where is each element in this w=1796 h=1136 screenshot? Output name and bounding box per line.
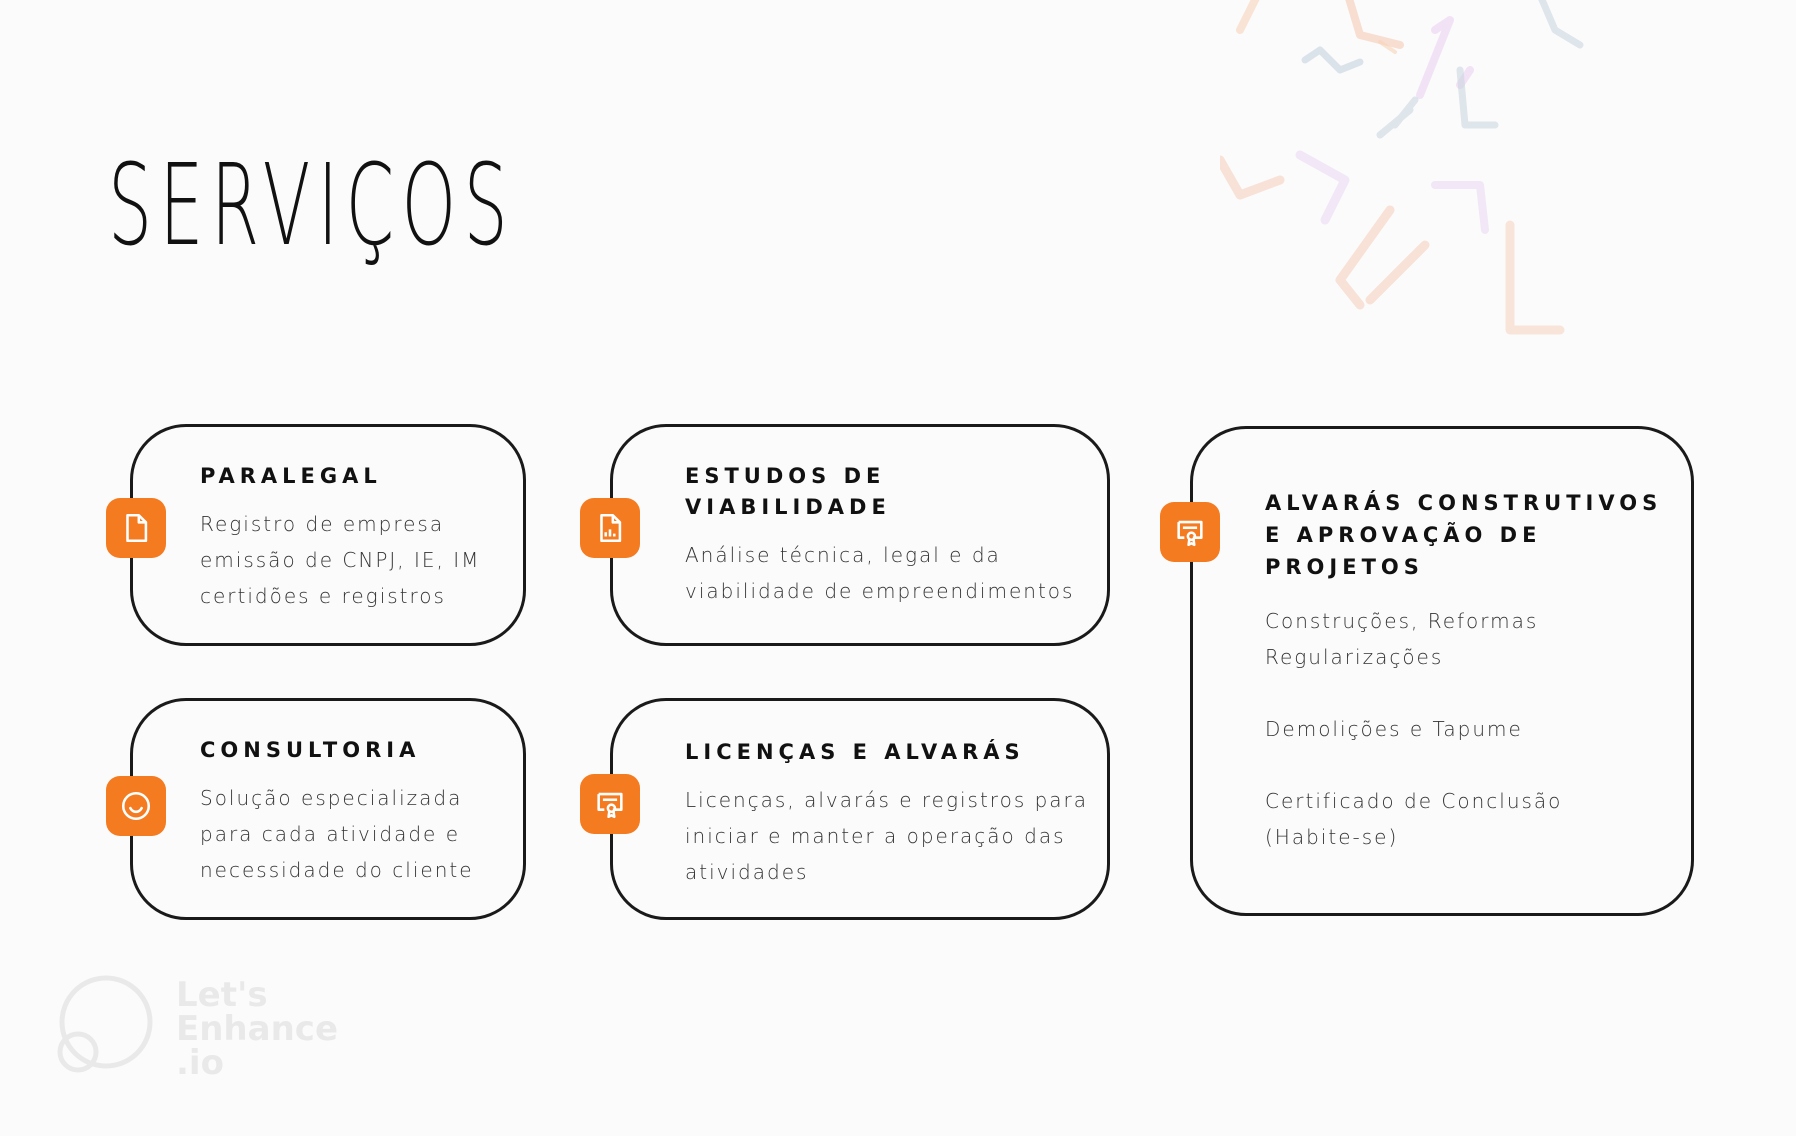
card-title-line: E APROVAÇÃO DE — [1265, 523, 1542, 547]
card-title-line: VIABILIDADE — [685, 495, 891, 519]
card-line: iniciar e manter a operação das — [685, 824, 1066, 848]
card-line: para cada atividade e — [200, 822, 461, 846]
card-title-line: PROJETOS — [1265, 555, 1424, 579]
card-title: CONSULTORIA — [200, 738, 421, 762]
card-title-line: ESTUDOS DE — [685, 464, 886, 488]
card-line: Regularizações — [1265, 645, 1444, 669]
service-card-alvaras-construtivos[interactable]: ALVARÁS CONSTRUTIVOS E APROVAÇÃO DE PROJET… — [1190, 426, 1694, 916]
certificate-icon — [580, 774, 640, 834]
card-line: viabilidade de empreendimentos — [685, 579, 1075, 603]
card-title: LICENÇAS E ALVARÁS — [685, 740, 1025, 764]
card-line: emissão de CNPJ, IE, IM — [200, 548, 481, 572]
card-title: ESTUDOS DE VIABILIDADE — [685, 461, 1074, 523]
watermark-line: .io — [176, 1043, 224, 1083]
report-chart-icon — [580, 498, 640, 558]
card-title: PARALEGAL — [200, 464, 382, 488]
card-line: Solução especializada — [200, 786, 463, 810]
card-line: Construções, Reformas — [1265, 609, 1539, 633]
decorative-squiggles — [1220, 0, 1584, 335]
watermark: Let's Enhance .io — [56, 970, 346, 1080]
card-line: Análise técnica, legal e da — [685, 543, 1001, 567]
service-card-estudos-de-viabilidade[interactable]: ESTUDOS DE VIABILIDADE Análise técnica, l… — [610, 424, 1110, 646]
page-title: SERVIÇOS — [108, 141, 516, 271]
card-title: ALVARÁS CONSTRUTIVOS E APROVAÇÃO DE PROJET… — [1265, 487, 1662, 583]
card-line: Registro de empresa — [200, 512, 445, 536]
card-line: necessidade do cliente — [200, 858, 474, 882]
service-card-consultoria[interactable]: CONSULTORIA Solução especializada para c… — [130, 698, 526, 920]
card-line: Demolições e Tapume — [1265, 717, 1523, 741]
watermark-line: Enhance — [176, 1009, 338, 1049]
service-card-licencas-e-alvaras[interactable]: LICENÇAS E ALVARÁS Licenças, alvarás e r… — [610, 698, 1110, 920]
card-line: (Habite-se) — [1265, 825, 1399, 849]
card-title-line: ALVARÁS CONSTRUTIVOS — [1265, 491, 1663, 515]
smile-icon — [106, 776, 166, 836]
service-card-paralegal[interactable]: PARALEGAL Registro de empresa emissão de… — [130, 424, 526, 646]
card-line: Licenças, alvarás e registros para — [685, 788, 1089, 812]
card-line: certidões e registros — [200, 584, 446, 608]
certificate-icon — [1160, 502, 1220, 562]
document-icon — [106, 498, 166, 558]
card-line: atividades — [685, 860, 809, 884]
watermark-line: Let's — [176, 975, 268, 1015]
card-line: Certificado de Conclusão — [1265, 789, 1563, 813]
